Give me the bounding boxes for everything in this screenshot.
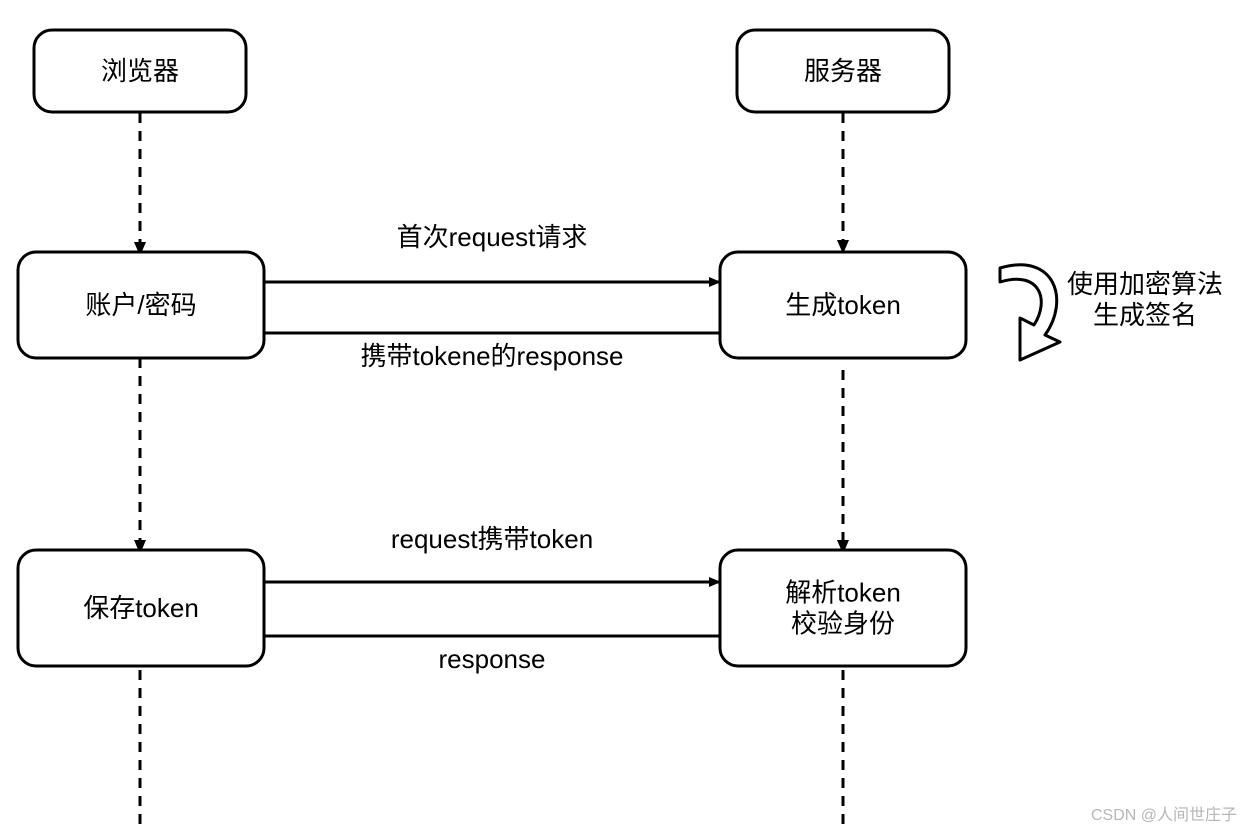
self-arrow-label: 生成签名 [1093,300,1197,330]
self-arrow-label: 使用加密算法 [1067,269,1223,299]
diagram-background [0,0,1257,838]
node-label-account: 账户/密码 [85,290,196,320]
node-label-server: 服务器 [804,56,882,86]
node-label-browser: 浏览器 [101,56,179,86]
edge-label-e1: 首次request请求 [397,222,588,252]
watermark: CSDN @人间世庄子 [1091,806,1237,824]
node-label-parsetoken: 解析token [785,578,901,608]
node-label-parsetoken: 校验身份 [791,609,895,639]
edge-label-e3: request携带token [391,524,593,554]
node-label-savetoken: 保存token [83,593,199,623]
node-label-gentoken: 生成token [785,290,901,320]
edge-label-e4: response [439,644,546,674]
edge-label-e2: 携带tokene的response [360,341,623,371]
